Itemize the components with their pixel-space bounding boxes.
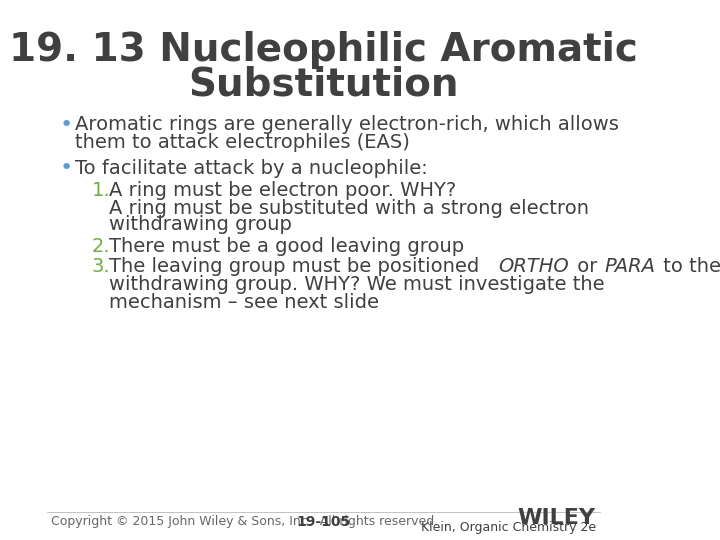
Text: Klein, Organic Chemistry 2e: Klein, Organic Chemistry 2e — [420, 522, 596, 535]
Text: •: • — [60, 115, 73, 135]
Text: To facilitate attack by a nucleophile:: To facilitate attack by a nucleophile: — [76, 159, 428, 178]
Text: A ring must be electron poor. WHY?: A ring must be electron poor. WHY? — [109, 180, 456, 199]
Text: mechanism – see next slide: mechanism – see next slide — [109, 293, 379, 312]
Text: or: or — [571, 258, 603, 276]
Text: 19. 13 Nucleophilic Aromatic: 19. 13 Nucleophilic Aromatic — [9, 31, 638, 69]
Text: A ring must be substituted with a strong electron: A ring must be substituted with a strong… — [109, 199, 589, 218]
Text: withdrawing group. WHY? We must investigate the: withdrawing group. WHY? We must investig… — [109, 275, 605, 294]
Text: 1.: 1. — [91, 180, 110, 199]
Text: 3.: 3. — [91, 258, 110, 276]
Text: 2.: 2. — [91, 237, 110, 255]
Text: There must be a good leaving group: There must be a good leaving group — [109, 237, 464, 255]
Text: Aromatic rings are generally electron-rich, which allows: Aromatic rings are generally electron-ri… — [76, 116, 619, 134]
Text: Copyright © 2015 John Wiley & Sons, Inc.  All rights reserved.: Copyright © 2015 John Wiley & Sons, Inc.… — [51, 516, 438, 529]
Text: WILEY: WILEY — [518, 508, 596, 528]
Text: PARA: PARA — [605, 258, 656, 276]
Text: withdrawing group: withdrawing group — [109, 215, 292, 234]
Text: Substitution: Substitution — [189, 66, 459, 104]
Text: them to attack electrophiles (EAS): them to attack electrophiles (EAS) — [76, 133, 410, 152]
Text: to the: to the — [657, 258, 720, 276]
Text: The leaving group must be positioned: The leaving group must be positioned — [109, 258, 485, 276]
Text: ORTHO: ORTHO — [498, 258, 569, 276]
Text: •: • — [60, 158, 73, 178]
Text: 19-105: 19-105 — [297, 515, 351, 529]
